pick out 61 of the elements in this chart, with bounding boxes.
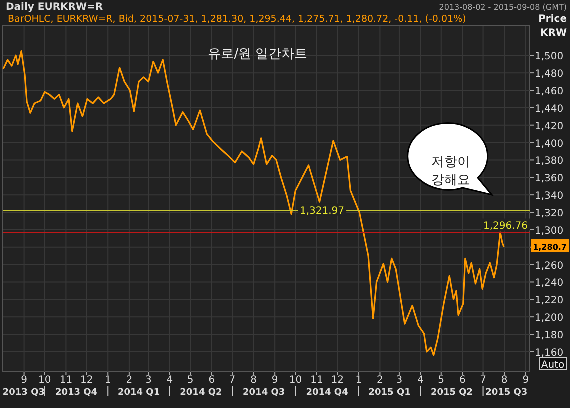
text: 1,280.7 (533, 243, 567, 252)
x-tick-label: 9 (522, 375, 530, 386)
x-tick-label: 6 (459, 375, 466, 386)
x-tick-label: 3 (145, 375, 152, 386)
text: 2014 Q1 (118, 388, 160, 398)
x-tick-label: 1 (356, 375, 362, 386)
x-tick-label: 10 (38, 375, 52, 386)
x-tick-label: 1 (104, 375, 112, 386)
x-tick-label: 5 (438, 375, 445, 386)
chart-subtitle: Daily EURKRW=R (6, 2, 104, 13)
text: 2014 Q3 (243, 388, 286, 398)
x-tick-label: 4 (166, 375, 174, 386)
y-tick-label: 1,180 (535, 330, 564, 342)
text: 2014 Q4 (306, 388, 348, 398)
y-tick-label: 1,200 (535, 313, 564, 324)
x-tick-label: 9 (21, 375, 28, 386)
y-axis-title: Price KRW (538, 14, 568, 39)
y-tick-label: 1,400 (535, 138, 564, 150)
y-tick-label: 1,460 (535, 86, 564, 98)
x-tick-label: 10 (289, 375, 302, 386)
text: BarOHLC, EURKRW=R, Bid, 2015-07-31, 1,281.30, 1,295.44, 1,275.71, 1,280.72, -0.11, (-0.01%) (8, 14, 466, 25)
annotation: 저항이 강해요 (432, 155, 470, 188)
y-tick-label: 1,420 (535, 121, 564, 132)
x-tick-label: 11 (60, 375, 73, 386)
x-tick-label: 6 (208, 375, 216, 386)
y-tick-label: 1,360 (535, 174, 564, 185)
text: 2013-08-02 - 2015-09-08 (GMT) (439, 3, 567, 12)
y-tick-label: 1,320 (535, 208, 564, 220)
y-tick-label: 1,340 (535, 191, 564, 202)
x-tick-label: 9 (272, 375, 278, 386)
x-tick-label: 12 (331, 375, 344, 386)
x-tick-label: 7 (480, 375, 486, 386)
x-tick-label: 2 (126, 375, 133, 386)
text: 2014 Q2 (180, 388, 222, 398)
y-tick-label: 1,440 (535, 104, 564, 115)
y-tick-label: 1,380 (535, 156, 564, 168)
y-tick-label: 1,240 (535, 278, 564, 290)
text: 2013 Q3 (2, 388, 46, 398)
x-tick-label: 3 (396, 375, 403, 386)
x-tick-label: 4 (418, 375, 424, 386)
x-tick-label: 5 (187, 375, 194, 386)
text: 2015 Q2 (430, 388, 474, 398)
x-tick-label: 8 (250, 375, 257, 386)
x-tick-label: 7 (229, 375, 236, 386)
x-tick-label: 2 (377, 375, 384, 386)
ref-line-label: 1,321.97 (300, 206, 345, 217)
y-tick-label: 1,500 (535, 52, 564, 63)
y-tick-label: 1,260 (535, 260, 564, 272)
text: Auto (541, 360, 565, 371)
text: 2015 Q3 (486, 388, 528, 398)
text: 유로/원 일간차트 (208, 47, 308, 62)
text: 2015 Q1 (368, 388, 411, 398)
x-tick-label: 12 (80, 375, 94, 386)
ref-line-label: 1,296.76 (483, 220, 528, 232)
y-tick-label: 1,220 (535, 296, 564, 307)
x-tick-label: 11 (310, 375, 324, 386)
text: 2013 Q4 (55, 388, 98, 398)
y-tick-label: 1,160 (535, 348, 564, 359)
y-tick-label: 1,480 (535, 69, 564, 80)
x-tick-label: 8 (501, 375, 508, 386)
y-tick-label: 1,300 (535, 226, 564, 237)
